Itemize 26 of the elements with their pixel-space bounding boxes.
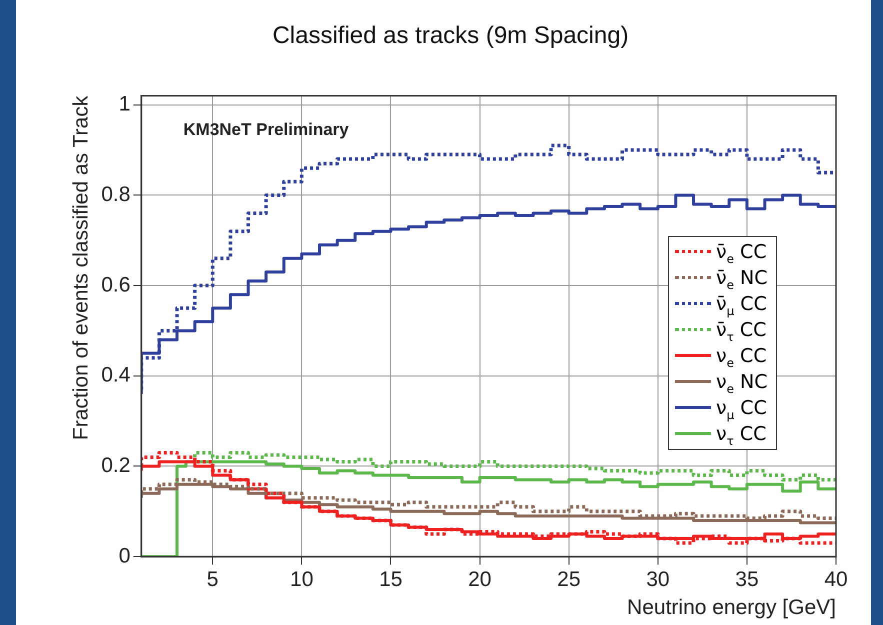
x-tick-label: 30 [646, 568, 670, 591]
y-tick-label: 0.4 [101, 364, 131, 387]
y-tick-label: 0.8 [101, 182, 130, 206]
x-tick-label: 25 [557, 568, 581, 591]
x-tick-label: 20 [468, 568, 492, 591]
chart-title: Classified as tracks (9m Spacing) [272, 22, 629, 50]
legend-label: ν̄$_{e}$ CC [716, 240, 767, 266]
x-tick-label: 40 [824, 568, 848, 591]
y-tick-label: 0.6 [101, 273, 130, 296]
legend-label: ν$_{μ}$ CC [716, 396, 767, 422]
y-tick-label: 0.2 [101, 454, 130, 478]
x-tick-label: 5 [206, 568, 218, 591]
legend-label: ν$_{e}$ CC [716, 344, 767, 370]
legend-label: ν̄$_{e}$ NC [716, 266, 768, 292]
legend-label: ν$_{τ}$ CC [716, 422, 766, 448]
legend-label: ν̄$_{τ}$ CC [716, 318, 766, 344]
y-axis-title: Fraction of events classified as Track [69, 95, 92, 440]
legend-label: ν̄$_{μ}$ CC [716, 292, 767, 318]
x-tick-label: 15 [379, 568, 402, 591]
x-axis-title: Neutrino energy [GeV] [627, 596, 836, 620]
y-tick-label: 0 [118, 544, 130, 568]
x-tick-label: 35 [735, 568, 759, 591]
legend-label: ν$_{e}$ NC [716, 370, 768, 396]
annotation: KM3NeT Preliminary [183, 120, 350, 139]
x-tick-label: 10 [290, 568, 314, 591]
y-tick-label: 1 [118, 92, 130, 116]
